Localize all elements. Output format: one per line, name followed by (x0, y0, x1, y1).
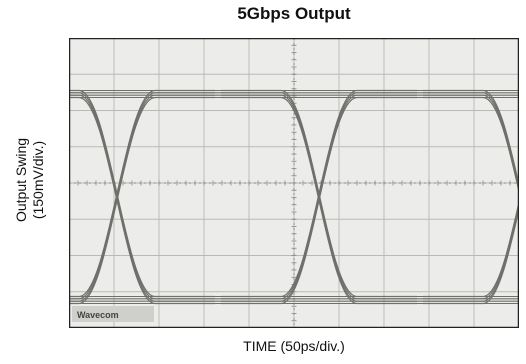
eye-trace (423, 201, 519, 300)
eye-trace (423, 199, 519, 298)
eye-traces (69, 89, 519, 305)
eye-trace (423, 96, 519, 195)
chart-title: 5Gbps Output (237, 4, 351, 23)
eye-trace (221, 96, 417, 305)
plot-frame (69, 38, 519, 328)
y-axis-label-line-1: Output Swing (13, 137, 29, 223)
eye-trace (423, 204, 519, 302)
y-axis-label-line-2: (150mV/div.) (30, 140, 46, 220)
eye-trace (69, 96, 215, 305)
eye-trace (423, 94, 519, 193)
scope-badge-text: Wavecom (77, 310, 119, 320)
scope-badge: Wavecom (72, 306, 154, 322)
x-axis-label: TIME (50ps/div.) (243, 338, 345, 354)
eye-diagram-plot: Wavecom (69, 38, 519, 328)
eye-trace (423, 206, 519, 305)
